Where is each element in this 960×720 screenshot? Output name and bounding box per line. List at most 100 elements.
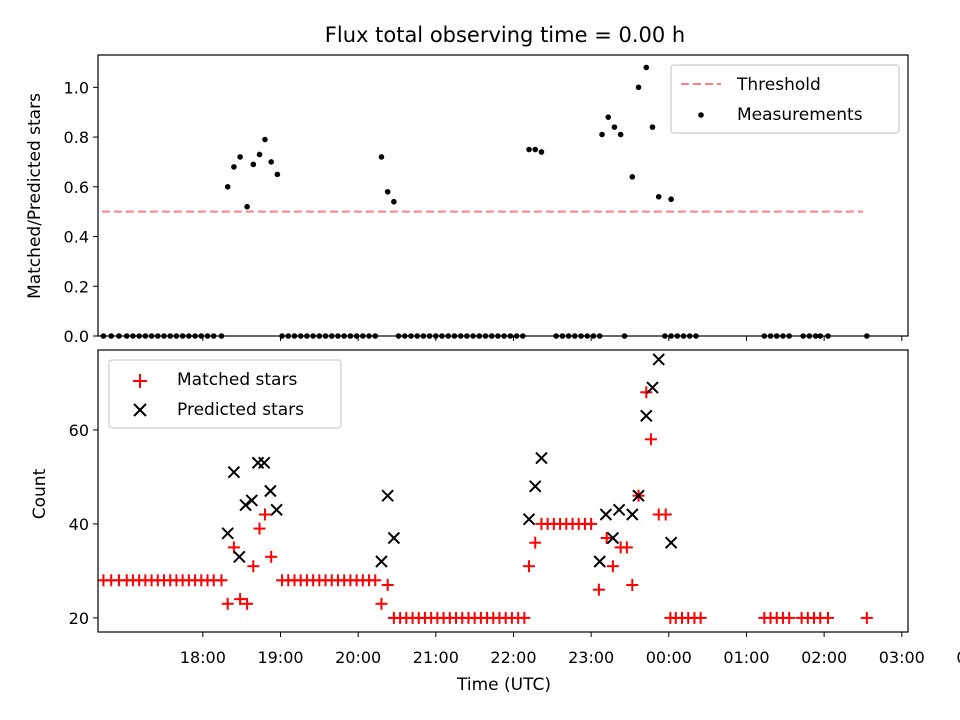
measurement-point [635, 84, 642, 91]
x-tick-label: 22:00 [490, 648, 536, 667]
matched-star-marker [694, 611, 707, 624]
bottom-legend: Matched stars Predicted stars [108, 359, 342, 429]
matched-star-marker [381, 579, 394, 591]
x-tick-label: 04:00 [956, 648, 960, 667]
predicted-star-marker [221, 527, 234, 540]
predicted-star-marker [227, 465, 241, 479]
matched-star-marker [620, 541, 633, 554]
top-y-tick-label: 0.0 [64, 327, 89, 346]
matched-star-marker [253, 522, 266, 535]
predicted-star-marker [626, 508, 639, 521]
predicted-legend-label: Predicted stars [177, 400, 304, 420]
matched-star-marker [592, 583, 605, 596]
measurement-point [643, 64, 650, 71]
x-tick-label: 18:00 [180, 648, 226, 667]
top-plot: 0.0 0.2 0.4 0.6 0.8 1.0 Matched/Predicted sta… [25, 54, 909, 346]
matched-star-marker [523, 560, 536, 573]
measurement-point [532, 146, 539, 153]
predicted-star-marker [522, 512, 536, 526]
top-legend: Threshold Measurements [670, 64, 900, 134]
matched-star-marker [369, 574, 382, 587]
measurements-legend-label: Measurements [737, 105, 863, 125]
top-y-tick-label: 0.4 [64, 228, 89, 247]
predicted-star-marker [664, 536, 678, 549]
top-x-ticks [202, 336, 903, 341]
predicted-star-marker [387, 531, 401, 545]
predicted-star-marker [606, 531, 620, 545]
matched-star-marker [265, 550, 278, 563]
measurement-point [649, 124, 656, 130]
predicted-star-marker [264, 484, 277, 498]
measurement-point [605, 114, 612, 120]
predicted-star-marker [612, 503, 626, 517]
top-legend-box [670, 64, 900, 134]
matched-star-marker [234, 593, 247, 606]
matched-star-marker [221, 597, 234, 610]
measurement-point [274, 171, 281, 178]
measurement-point [526, 146, 532, 153]
x-tick-label: 23:00 [568, 648, 614, 667]
matched-star-marker [215, 574, 228, 587]
bottom-plot: 20 40 60 18:00 19:00 20:00 21:00 22:00 23:00 00:… [30, 349, 960, 695]
matched-star-marker [600, 532, 613, 544]
matched-star-marker [860, 611, 873, 624]
matched-star-marker [375, 597, 388, 610]
matched-star-marker [822, 611, 835, 624]
measurement-point [378, 154, 385, 160]
bottom-legend-box [108, 359, 342, 429]
x-tick-label: 21:00 [413, 648, 459, 667]
threshold-legend-label: Threshold [736, 75, 821, 95]
measurement-point [384, 188, 391, 195]
x-tick-label: 20:00 [335, 648, 381, 667]
predicted-star-marker [652, 353, 665, 366]
predicted-star-marker [646, 381, 659, 394]
matched-star-marker [626, 579, 639, 591]
chart-title: Flux total observing time = 0.00 h [325, 23, 685, 47]
measurement-point [224, 183, 231, 190]
measurement-point [237, 154, 243, 160]
predicted-star-marker [593, 555, 606, 568]
top-y-tick-label: 0.8 [64, 128, 89, 147]
top-plot-frame [97, 54, 909, 337]
measurement-point [655, 193, 662, 200]
predicted-legend-handle [133, 403, 147, 417]
bottom-y-tick-label: 40 [69, 515, 89, 534]
matched-star-marker [529, 536, 542, 549]
matched-star-marker [659, 508, 672, 521]
predicted-star-marker [251, 456, 265, 470]
matched-star-marker [644, 433, 657, 446]
bottom-plot-frame [97, 349, 909, 633]
matched-star-marker [247, 560, 260, 573]
top-y-tick-label: 0.6 [64, 178, 89, 197]
x-tick-label: 01:00 [723, 648, 769, 667]
predicted-star-marker [632, 489, 645, 502]
x-tick-label: 03:00 [879, 648, 925, 667]
bottom-y-tick-label: 60 [69, 421, 89, 440]
top-y-ticks: 0.0 0.2 0.4 0.6 0.8 1.0 [64, 78, 98, 346]
predicted-star-marker [529, 480, 542, 493]
top-y-axis-label: Matched/Predicted stars [25, 93, 45, 299]
predicted-star-marker [640, 409, 653, 423]
bottom-points-layer [97, 353, 873, 624]
measurement-point [262, 136, 268, 143]
measurement-point [668, 196, 674, 203]
matched-star-marker [258, 508, 271, 521]
matched-star-marker [783, 611, 796, 624]
x-tick-label: 19:00 [257, 648, 303, 667]
bottom-y-axis-label: Count [30, 468, 50, 519]
x-axis-label: Time (UTC) [456, 675, 551, 695]
matched-star-marker [518, 611, 531, 624]
predicted-star-marker [599, 508, 613, 521]
measurement-point [617, 131, 624, 138]
predicted-star-marker [233, 550, 246, 564]
measurement-point [538, 149, 545, 155]
matched-star-marker [640, 386, 653, 399]
x-tick-label: 02:00 [801, 648, 847, 667]
predicted-star-marker [257, 456, 271, 470]
measurement-point [391, 198, 397, 205]
top-y-tick-label: 1.0 [64, 78, 89, 97]
measurement-point [629, 174, 636, 180]
measurement-point [256, 151, 263, 158]
predicted-star-marker [245, 494, 258, 507]
